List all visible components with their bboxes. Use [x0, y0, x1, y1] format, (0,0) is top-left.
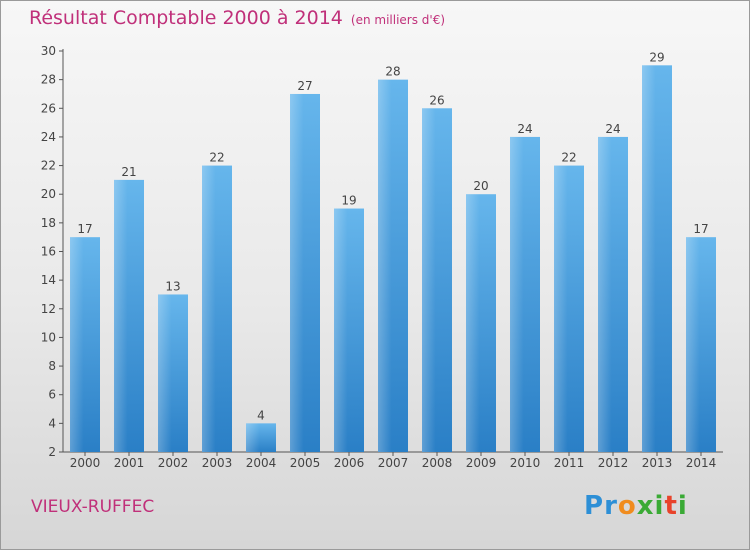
bar-value-label: 26 [429, 93, 444, 107]
y-tick-label: 4 [48, 416, 56, 430]
bar-highlight [334, 208, 364, 452]
y-tick-label: 26 [41, 101, 56, 115]
chart-bars [70, 65, 716, 453]
bar-value-label: 21 [121, 165, 136, 179]
x-tick-label: 2001 [114, 456, 145, 470]
bar-value-label: 17 [693, 222, 708, 236]
bar-highlight [598, 136, 628, 452]
bar-highlight [554, 165, 584, 453]
proxiti-logo: Proxiti [584, 491, 688, 521]
x-tick-label: 2000 [70, 456, 101, 470]
bar-value-label: 28 [385, 65, 400, 79]
bar-highlight [642, 65, 672, 453]
x-tick-label: 2014 [686, 456, 717, 470]
bar-highlight [290, 93, 320, 452]
x-tick-label: 2008 [422, 456, 453, 470]
y-tick-label: 14 [41, 273, 56, 287]
y-tick-label: 6 [48, 388, 56, 402]
x-tick-label: 2010 [510, 456, 541, 470]
x-tick-label: 2006 [334, 456, 365, 470]
logo-letter: x [636, 491, 655, 521]
bar-value-label: 19 [341, 194, 356, 208]
chart-value-labels: 17 21 13 22 4 27 19 28 26 20 24 22 24 29 17 [77, 50, 708, 422]
x-tick-label: 2002 [158, 456, 189, 470]
bar-highlight [114, 179, 144, 452]
y-tick-label: 12 [41, 302, 56, 316]
logo-letter: t [664, 491, 678, 521]
bar-highlight [202, 165, 232, 453]
bar-highlight [466, 194, 496, 452]
y-tick-label: 22 [41, 159, 56, 173]
x-tick-label: 2011 [554, 456, 585, 470]
bar-value-label: 24 [517, 122, 532, 136]
bar-highlight [686, 237, 716, 452]
chart-x-tick-labels: 2000 2001 2002 2003 2004 2005 2006 2007 2008 2009… [70, 456, 717, 470]
logo-letter: r [604, 491, 618, 521]
bar-highlight [510, 136, 540, 452]
y-tick-label: 30 [41, 44, 56, 58]
x-tick-label: 2013 [642, 456, 673, 470]
logo-letter: P [584, 491, 605, 521]
x-tick-label: 2004 [246, 456, 277, 470]
bar-highlight [422, 108, 452, 453]
logo-letter: i [677, 491, 688, 521]
bar-value-label: 22 [561, 151, 576, 165]
chart-title-block: Résultat Comptable 2000 à 2014 (en millie… [29, 7, 445, 29]
bar-value-label: 17 [77, 222, 92, 236]
chart-title: Résultat Comptable 2000 à 2014 [29, 7, 343, 29]
x-tick-label: 2007 [378, 456, 409, 470]
bar-highlight [246, 423, 276, 452]
y-tick-label: 20 [41, 187, 56, 201]
chart-subtitle: (en milliers d'€) [350, 13, 446, 27]
x-tick-label: 2003 [202, 456, 233, 470]
bar-highlight [158, 294, 188, 452]
logo-letter: i [654, 491, 665, 521]
bar-value-label: 22 [209, 151, 224, 165]
bar-highlight [378, 79, 408, 453]
y-tick-label: 8 [48, 359, 56, 373]
y-tick-label: 2 [48, 445, 56, 459]
bar-value-label: 4 [257, 408, 265, 422]
y-tick-label: 28 [41, 73, 56, 87]
bar-value-label: 29 [649, 50, 664, 64]
x-tick-label: 2012 [598, 456, 629, 470]
x-tick-label: 2005 [290, 456, 321, 470]
y-tick-label: 10 [41, 330, 56, 344]
x-tick-label: 2009 [466, 456, 497, 470]
bar-value-label: 27 [297, 79, 312, 93]
bar-highlight [70, 237, 100, 452]
commune-name: VIEUX-RUFFEC [31, 497, 155, 517]
y-tick-label: 24 [41, 130, 56, 144]
bar-value-label: 24 [605, 122, 620, 136]
y-tick-label: 16 [41, 245, 56, 259]
bar-value-label: 20 [473, 179, 488, 193]
logo-letter: o [617, 491, 637, 521]
bar-value-label: 13 [165, 279, 180, 293]
y-tick-label: 18 [41, 216, 56, 230]
